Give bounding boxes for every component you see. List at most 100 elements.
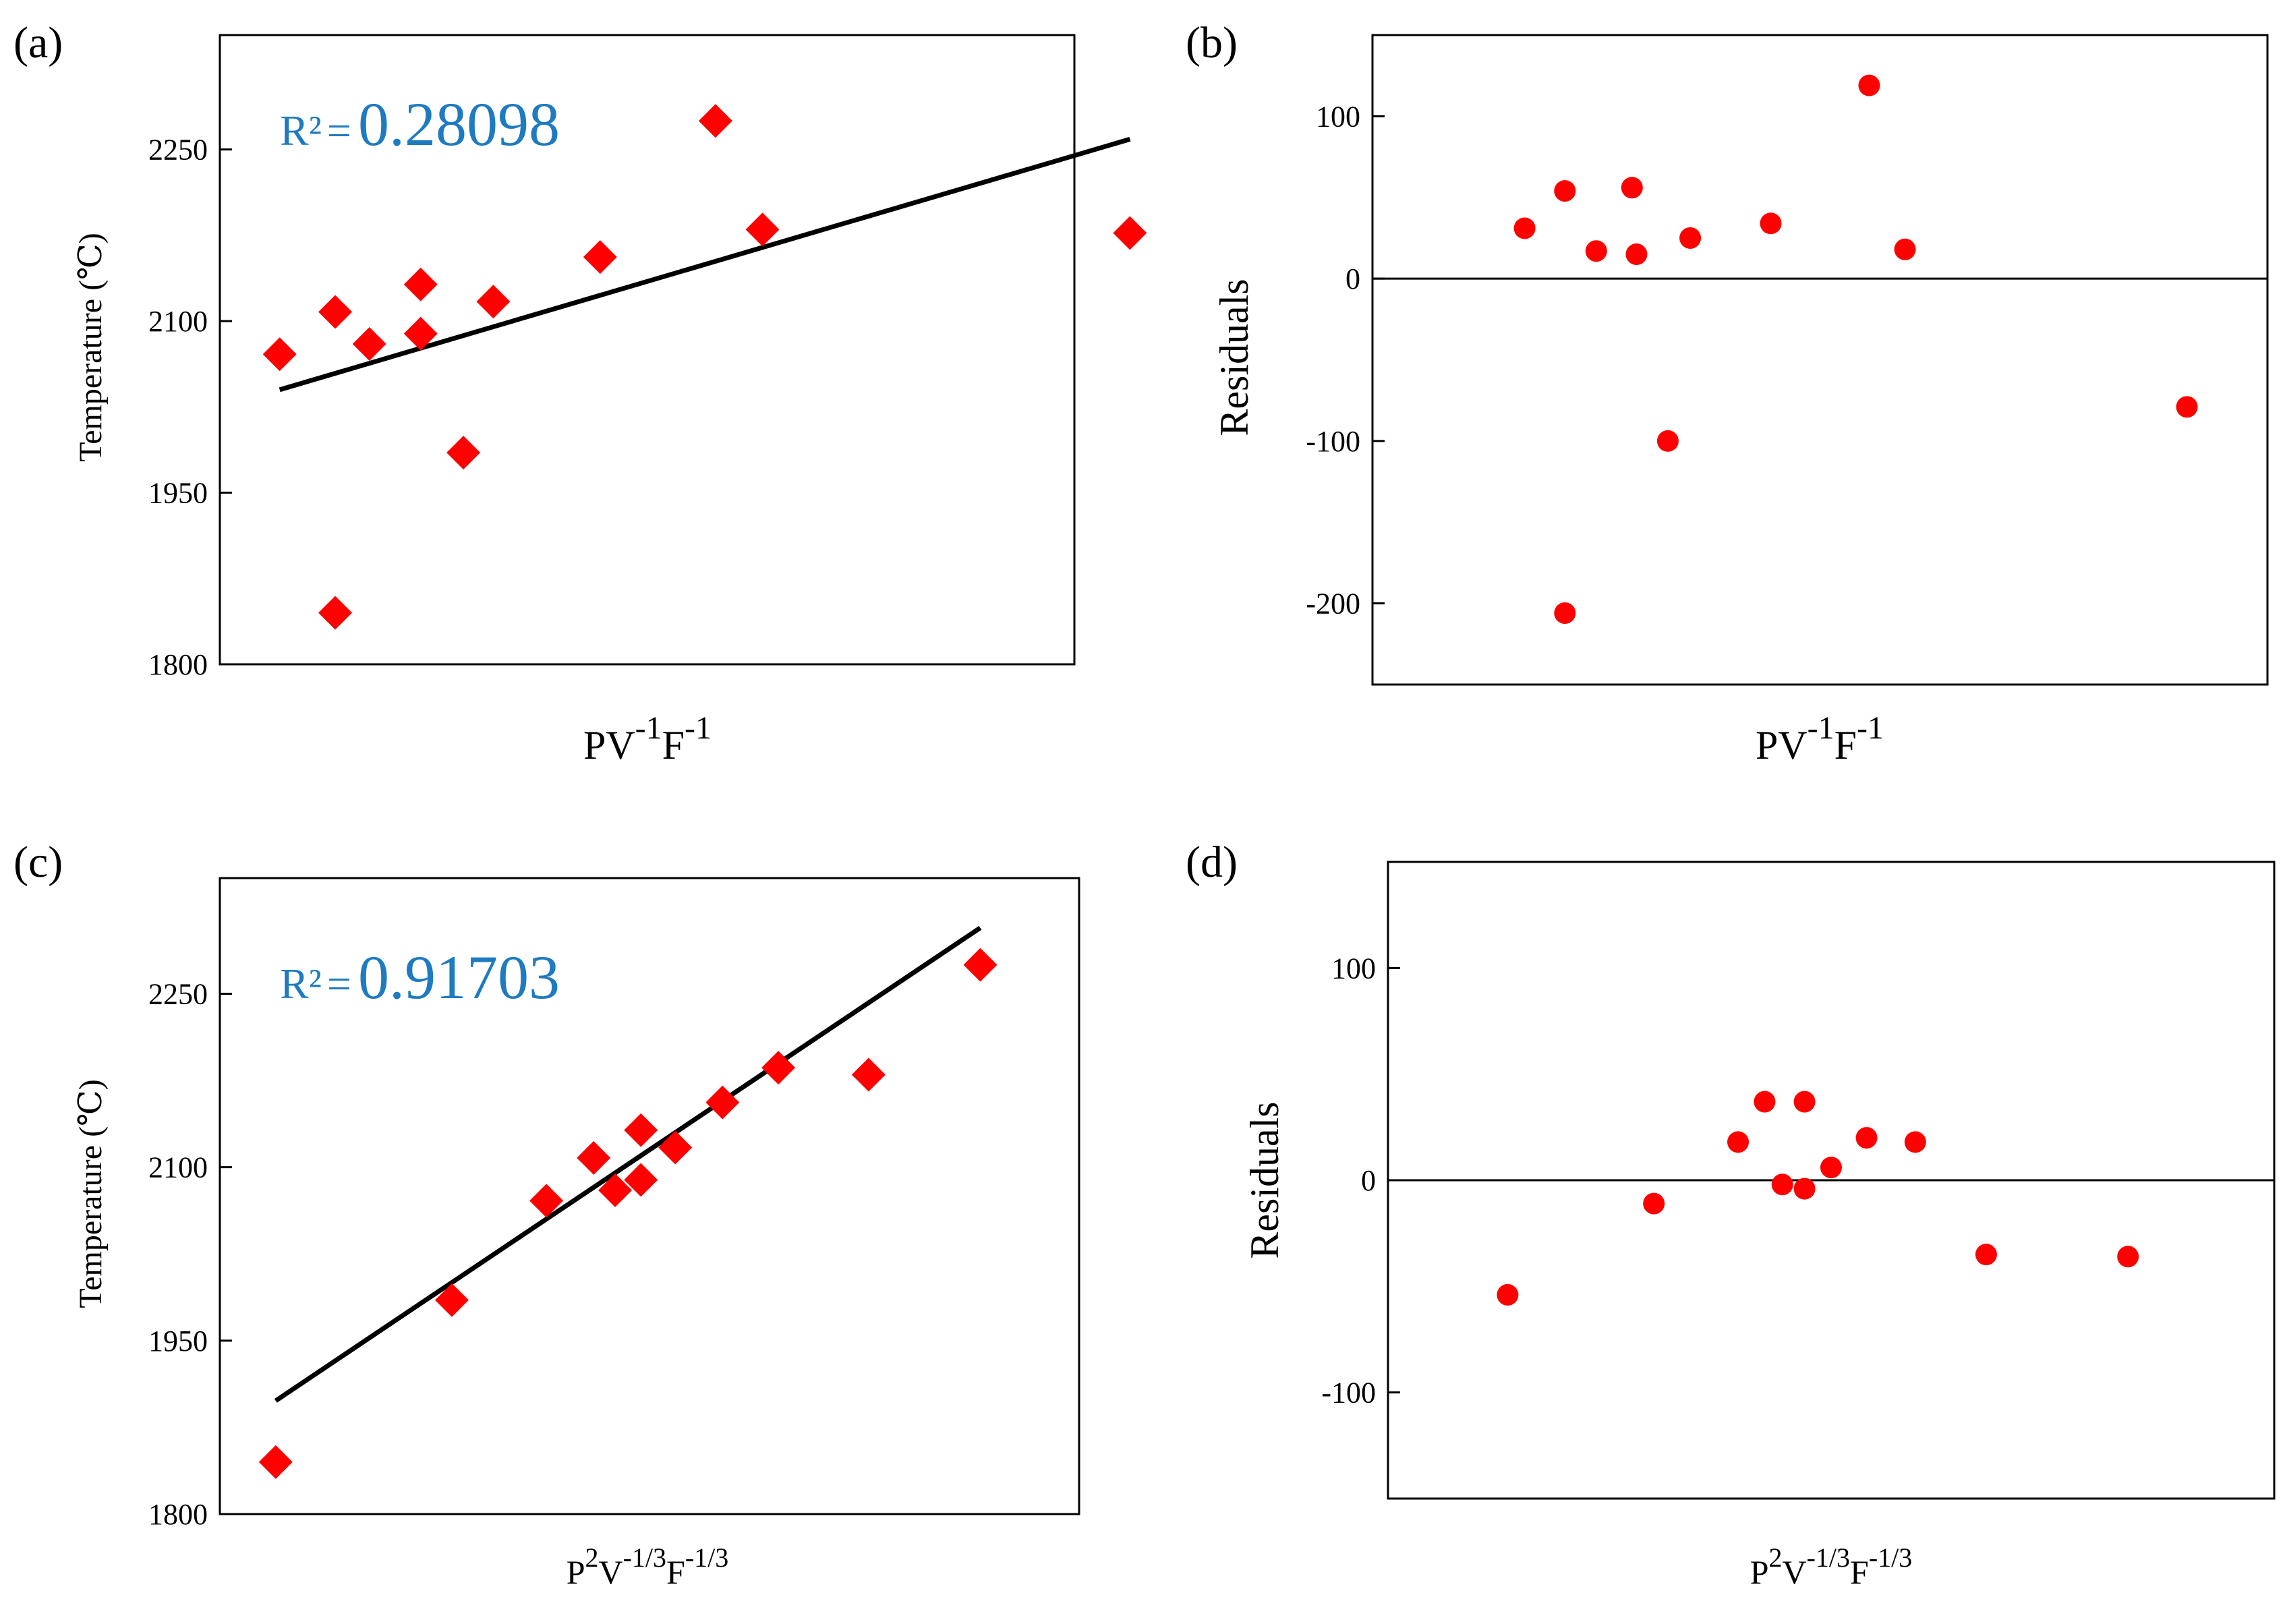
x-label-superscript: 2 [585,1542,599,1573]
plot-frame [1371,34,2269,686]
x-label-base: P [1750,1553,1769,1591]
data-point [1497,1283,1519,1306]
data-point [1656,430,1679,452]
r-squared-equals: = [327,960,351,1008]
data-point [1760,212,1782,235]
fit-line [274,925,982,1403]
x-label-base: F [1850,1553,1869,1591]
chart-panel-b: (b) -200 -100 0 100 Residuals PV-1F-1 [1186,18,2269,767]
y-tick-label: 1800 [148,1498,208,1531]
panel-label: (c) [13,838,63,887]
data-point [2176,396,2198,418]
x-axis-label: P2V-1/3F-1/3 [567,1542,729,1591]
r-squared-annotation: R² = 0.28098 [280,90,560,158]
x-axis-label: PV-1F-1 [1756,710,1884,767]
data-point [2117,1246,2139,1268]
x-label-base: PV [1756,723,1807,767]
data-point [1727,1131,1749,1153]
data-point [1625,243,1648,266]
data-point [598,1173,633,1207]
data-point [1771,1173,1793,1196]
data-point [318,596,353,630]
y-tick-label: 0 [1346,262,1360,295]
panel-label: (d) [1186,838,1238,887]
data-point [1820,1157,1842,1179]
y-tick-label: 2250 [148,134,208,167]
panel-label: (b) [1186,18,1238,67]
data-point [1975,1244,1997,1266]
y-axis-label: Residuals [1242,1101,1287,1258]
data-point [624,1163,658,1197]
data-point [705,1085,740,1120]
data-point [258,1445,293,1479]
x-label-base: PV [583,723,635,767]
data-point [583,240,617,274]
y-tick-label: 2250 [148,977,208,1010]
y-tick-label: 2100 [148,1151,208,1184]
data-point [318,295,353,329]
x-label-superscript: -1/3 [685,1542,728,1573]
data-point [262,337,297,372]
r-squared-label: R² [280,960,322,1008]
data-point [1513,217,1536,239]
x-label-superscript: -1 [1807,710,1834,746]
r-squared-label: R² [280,107,322,154]
data-point [963,948,997,982]
y-tick-label: 0 [1361,1164,1376,1197]
data-point [1621,177,1643,199]
data-point [1643,1192,1665,1215]
y-tick-label: -200 [1306,587,1360,620]
x-label-base: F [662,723,685,767]
data-point [403,267,438,301]
data-point [1858,74,1880,96]
data-point [434,1283,469,1317]
x-label-base: F [666,1553,685,1591]
data-point [1585,240,1607,262]
x-label-base: V [599,1553,623,1591]
data-point [1554,602,1576,625]
y-axis-label: Temperature (℃) [73,1079,109,1308]
x-axis-label: P2V-1/3F-1/3 [1750,1542,1913,1591]
data-point [624,1113,658,1147]
chart-panel-c: (c) 1800 1950 2100 2250 R² = 0.91703 Temperature… [13,838,1080,1591]
chart-panel-a: (a) 1800 1950 2100 2250 R² = 0.28098 Temperature… [13,18,1147,767]
x-label-superscript: 2 [1769,1542,1783,1573]
y-tick-label: -100 [1321,1376,1376,1410]
y-tick-label: 1800 [148,648,208,681]
plot-frame [219,34,1076,666]
data-point [446,436,481,470]
y-tick-label: 1950 [148,1325,208,1358]
data-point [1754,1091,1776,1113]
data-point [529,1184,564,1218]
r-squared-value: 0.28098 [358,90,560,158]
data-point [352,327,386,361]
r-squared-value: 0.91703 [358,943,560,1012]
r-squared-annotation: R² = 0.91703 [280,943,560,1012]
data-point [1554,180,1576,202]
data-point [1793,1178,1816,1200]
plot-frame [219,877,1080,1515]
y-tick-label: 2100 [148,305,208,338]
data-point [658,1130,693,1165]
x-axis-label: PV-1F-1 [583,710,712,767]
x-label-superscript: -1/3 [1807,1542,1850,1573]
data-point [1894,238,1916,260]
y-tick-label: 100 [1316,100,1360,133]
x-label-base: P [567,1553,585,1591]
y-axis-label: Temperature (℃) [73,233,109,462]
y-tick-label: -100 [1306,425,1360,458]
data-point [761,1051,796,1085]
y-tick-label: 100 [1331,952,1376,985]
x-label-base: F [1834,723,1857,767]
y-tick-label: 1950 [148,477,208,510]
data-point [1113,216,1147,250]
x-label-base: V [1783,1553,1807,1591]
data-point [851,1057,886,1092]
data-point [745,212,780,247]
data-point [1904,1131,1926,1153]
x-label-superscript: -1/3 [1869,1542,1912,1573]
y-axis-label: Residuals [1212,279,1256,436]
x-label-superscript: -1 [685,710,712,746]
x-label-superscript: -1/3 [623,1542,666,1573]
